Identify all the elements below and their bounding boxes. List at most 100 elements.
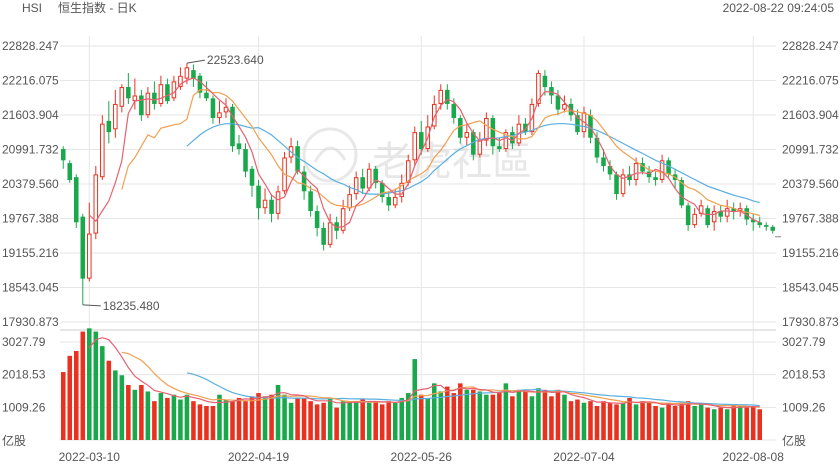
volume-bar [171,394,177,440]
candle-body-down [594,137,600,158]
x-tick-label: 2022-04-19 [228,450,290,464]
volume-bar [653,406,658,440]
volume-bar [711,409,717,440]
candle [353,171,359,200]
volume-bar [490,394,496,440]
candle-body-down [373,168,378,183]
candle [60,146,66,169]
candle-body-down [601,157,606,166]
candle [243,143,248,178]
y-tick-label-left: 22216.075 [2,74,59,88]
y-tick-label-right: 21603.904 [782,108,839,122]
volume-bar [405,393,411,440]
candle-body-up [503,132,509,150]
candle [692,208,697,228]
y-tick-label-left: 18543.045 [2,281,59,295]
volume-bar [191,401,196,440]
candle [659,154,665,183]
candle [763,222,769,231]
volume-bar [679,402,684,440]
candle [360,168,365,195]
volume-bar [666,402,671,440]
candle-body-down [60,149,66,161]
candle [210,95,216,124]
candle-body-up [692,213,697,226]
volume-bar [464,389,470,440]
volume-bar [542,389,548,440]
y-tick-label-right: 22828.247 [782,39,839,53]
volume-tick-label-left: 2018.53 [2,368,46,382]
volume-bar [132,389,138,440]
volume-bar [607,402,613,440]
candle [80,213,86,305]
volume-bar [484,394,489,440]
candle [145,87,151,119]
candle [614,171,619,200]
volume-bar [471,389,476,440]
candle-body-down [197,75,203,93]
candle-body-down [458,118,463,138]
volume-bar [308,401,313,440]
candle [171,75,177,102]
candle-body-up [223,106,229,113]
volume-bar [392,402,398,440]
volume-bar [627,397,632,440]
volume-bar [158,393,164,440]
candle [262,188,268,214]
candle [223,98,229,119]
volume-bar [750,406,756,440]
candle [87,202,92,282]
volume-bar [418,394,424,440]
volume-tick-label-right: 2018.53 [782,368,826,382]
x-tick-label: 2022-08-08 [723,450,785,464]
candle [458,115,463,144]
y-tick-label-left: 22828.247 [2,39,59,53]
x-tick-label: 2022-03-10 [59,450,121,464]
candle [158,75,164,107]
volume-bar [633,404,639,440]
candle-body-down [653,177,658,181]
candle-body-down [510,132,515,144]
volume-bar [724,409,730,440]
volume-tick-label-right: 3027.79 [782,335,826,349]
volume-bar [497,393,502,440]
volume-bar [523,391,528,440]
candle-body-down [763,225,769,227]
candle [477,132,483,158]
volume-bar [295,397,300,440]
candle [230,103,235,152]
annotation-leader [82,304,101,307]
candle [308,185,313,217]
candle [471,129,476,161]
y-tick-label-left: 20379.560 [2,177,59,191]
volume-bar [373,401,378,440]
volume-bar [236,397,242,440]
candle [484,112,489,147]
candle-body-up [438,89,444,104]
candle-body-up [620,174,626,195]
ma20-line [186,123,760,204]
candle-body-down [269,199,274,214]
candle [314,205,320,237]
candle-body-down [334,222,339,231]
candle-body-down [230,106,235,147]
candle [139,89,144,121]
volume-bar [458,383,463,440]
candle-body-up [132,95,138,102]
candle [503,129,509,152]
volume-bar [145,391,151,440]
volume-bar [80,331,86,440]
candle-body-up [536,72,541,104]
candle [119,84,125,113]
volume-bar [256,393,261,440]
candle-body-down [614,174,619,195]
candle [386,191,391,212]
y-tick-label-right: 18543.045 [782,281,839,295]
candle [340,199,346,234]
volume-bar [425,397,431,440]
candle-body-down [679,180,684,206]
candle-body-up [327,222,333,245]
candle-body-up [93,174,99,234]
candle-body-down [757,222,763,226]
